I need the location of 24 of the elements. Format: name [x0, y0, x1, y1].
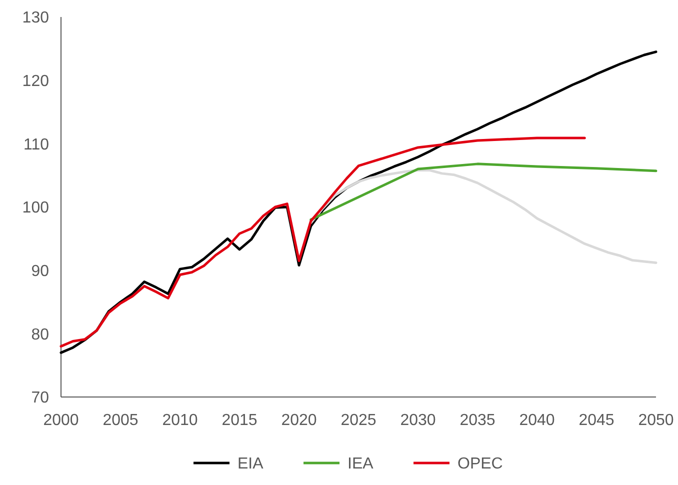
x-tick-label: 2000 — [43, 412, 79, 429]
x-tick-label: 2050 — [638, 412, 674, 429]
x-tick-label: 2030 — [400, 412, 436, 429]
x-tick-label: 2010 — [162, 412, 198, 429]
y-tick-label: 110 — [23, 136, 50, 154]
legend-label: EIA — [238, 456, 264, 473]
legend-label: IEA — [348, 456, 374, 473]
line-series — [60, 136, 586, 348]
legend-label: OPEC — [458, 456, 503, 473]
y-tick-label: 80 — [31, 326, 50, 344]
y-tick-label: 100 — [22, 200, 50, 217]
y-tick-label: 90 — [31, 262, 50, 280]
x-tick-label: 2040 — [519, 412, 555, 429]
line-series — [310, 169, 658, 264]
y-tick-label: 130 — [22, 10, 50, 27]
y-tick-label: 70 — [31, 390, 50, 407]
x-tick-label: 2005 — [102, 412, 138, 429]
x-tick-label: 2025 — [340, 412, 376, 429]
line-series — [310, 162, 658, 221]
x-tick-label: 2045 — [578, 412, 614, 429]
y-tick-label: 120 — [22, 72, 50, 90]
x-tick-label: 2035 — [460, 412, 496, 429]
x-tick-label: 2020 — [281, 412, 317, 429]
x-tick-label: 2015 — [222, 412, 258, 429]
